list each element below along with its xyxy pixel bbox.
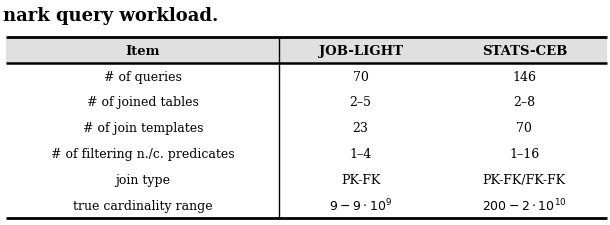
Text: 1–4: 1–4 — [350, 148, 371, 160]
Text: 1–16: 1–16 — [509, 148, 539, 160]
Text: $200 - 2 \cdot 10^{10}$: $200 - 2 \cdot 10^{10}$ — [482, 197, 567, 214]
Text: 2–5: 2–5 — [350, 96, 371, 109]
Text: # of join templates: # of join templates — [82, 122, 203, 135]
Text: # of queries: # of queries — [104, 70, 182, 83]
Text: PK-FK/FK-FK: PK-FK/FK-FK — [483, 173, 566, 186]
Text: Item: Item — [126, 45, 160, 58]
Text: JOB-LIGHT: JOB-LIGHT — [318, 45, 403, 58]
Text: join type: join type — [115, 173, 170, 186]
Text: 2–8: 2–8 — [513, 96, 536, 109]
Text: PK-FK: PK-FK — [341, 173, 380, 186]
Text: true cardinality range: true cardinality range — [73, 199, 213, 212]
Text: 70: 70 — [353, 70, 368, 83]
Text: STATS-CEB: STATS-CEB — [482, 45, 567, 58]
Text: 70: 70 — [517, 122, 533, 135]
Text: # of filtering n./c. predicates: # of filtering n./c. predicates — [51, 148, 235, 160]
Bar — [6, 38, 607, 64]
Text: nark query workload.: nark query workload. — [3, 7, 218, 25]
Text: 23: 23 — [353, 122, 368, 135]
Text: # of joined tables: # of joined tables — [87, 96, 199, 109]
Text: 146: 146 — [512, 70, 536, 83]
Text: $9 - 9 \cdot 10^9$: $9 - 9 \cdot 10^9$ — [329, 197, 392, 214]
